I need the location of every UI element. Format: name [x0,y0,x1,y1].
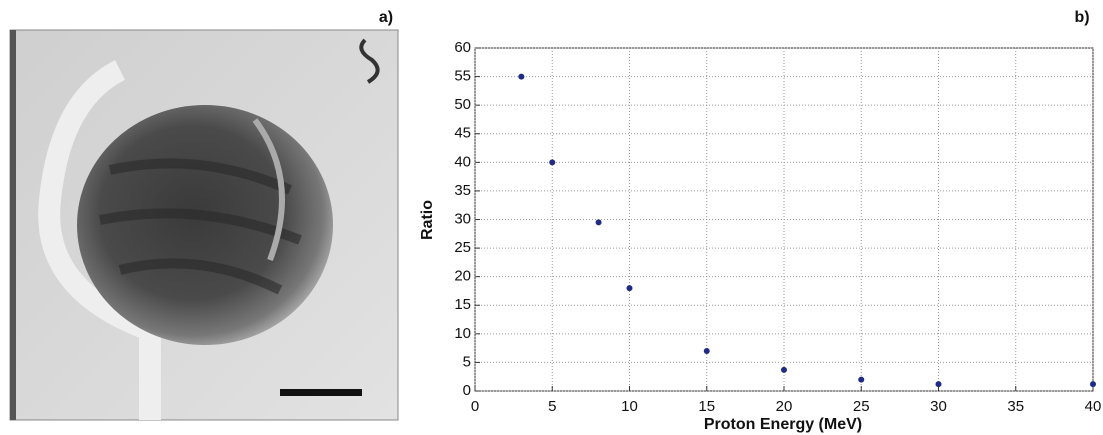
y-tick-label: 60 [454,39,471,56]
y-axis-label: Ratio [419,200,436,240]
y-tick-label: 45 [454,125,471,142]
y-tick-label: 0 [463,382,471,399]
x-tick-label: 40 [1085,398,1102,415]
x-tick-label: 0 [471,398,479,415]
y-tick-label: 15 [454,296,471,313]
x-tick-label: 15 [698,398,715,415]
point [595,219,602,226]
x-tick-label: 30 [930,398,947,415]
x-tick-label: 10 [621,398,638,415]
x-axis-label: Proton Energy (MeV) [704,416,862,433]
y-tick-label: 10 [454,325,471,342]
point [935,381,942,388]
y-tick-label: 25 [454,239,471,256]
y-tick-label: 20 [454,268,471,285]
y-tick-label: 55 [454,68,471,85]
y-tick-label: 35 [454,182,471,199]
x-tick-label: 25 [853,398,870,415]
y-tick-label: 40 [454,153,471,170]
x-tick-label: 35 [1007,398,1024,415]
x-tick-label: 5 [548,398,556,415]
point [1090,381,1096,388]
point [626,285,633,292]
y-tick-label: 30 [454,210,471,227]
y-tick-label: 50 [454,96,471,113]
micrograph [9,29,399,421]
point [703,347,710,354]
y-tick-label: 5 [463,353,471,370]
point [858,376,865,383]
point [518,73,525,80]
x-tick-label: 20 [776,398,793,415]
panel-label: a) [379,9,393,26]
point [781,366,787,373]
panel-label: b) [1074,9,1089,26]
point [549,159,556,166]
